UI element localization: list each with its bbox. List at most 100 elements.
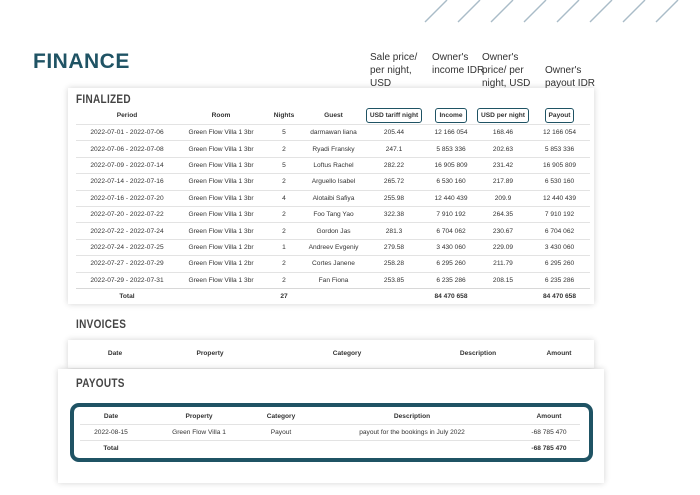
table-row: 2022-07-06 - 2022-07-08 Green Flow Villa … (76, 140, 590, 158)
cell-nights: 5 (264, 123, 304, 141)
cell-period: 2022-07-16 - 2022-07-20 (76, 189, 178, 207)
cell-income: 12 440 439 (425, 189, 477, 207)
cell-income: 7 910 192 (425, 205, 477, 223)
invoices-card: Date Property Category Description Amoun… (68, 340, 594, 368)
cell-usd-per-night: 168.46 (477, 123, 529, 141)
payouts-col-description: Description (393, 412, 431, 420)
payouts-col-amount: Amount (536, 412, 562, 420)
payouts-col-property: Property (185, 412, 213, 420)
invoices-col-property: Property (196, 350, 224, 357)
invoices-header-row: Date Property Category Description Amoun… (76, 345, 590, 362)
payouts-total-amount: -68 785 470 (518, 440, 580, 456)
cell-payout: 6 235 286 (529, 271, 590, 289)
cell-period: 2022-07-09 - 2022-07-14 (76, 156, 178, 174)
cell-usd-per-night: 211.79 (477, 255, 529, 273)
cell-usd-tariff: 205.44 (363, 123, 425, 141)
cell-usd-per-night: 231.42 (477, 156, 529, 174)
cell-period: 2022-07-29 - 2022-07-31 (76, 271, 178, 289)
cell-income: 16 905 809 (425, 156, 477, 174)
cell-income: 6 235 286 (425, 271, 477, 289)
page-title: FINANCE (33, 50, 130, 73)
col-header-guest: Guest (324, 112, 343, 119)
cell-usd-tariff: 247.1 (363, 140, 425, 158)
cell-guest: Arguello Isabel (304, 173, 363, 191)
col-header-usd-tariff-night: USD tariff night (365, 108, 423, 123)
payout-category: Payout (256, 424, 306, 441)
cell-income: 6 295 260 (425, 255, 477, 273)
cell-period: 2022-07-27 - 2022-07-29 (76, 255, 178, 273)
annotation-sale-price: Sale price/ per night, USD (370, 52, 418, 89)
annotation-owner-payout: Owner's payout IDR (545, 65, 596, 89)
col-header-income: Income (435, 108, 467, 123)
cell-period: 2022-07-24 - 2022-07-25 (76, 238, 178, 256)
finalized-title: FINALIZED (76, 94, 131, 107)
cell-room: Green Flow Villa 1 3br (178, 173, 264, 191)
cell-period: 2022-07-06 - 2022-07-08 (76, 140, 178, 158)
cell-income: 5 853 336 (425, 140, 477, 158)
cell-guest: Andreev Evgeniy (304, 238, 363, 256)
table-row: 2022-07-29 - 2022-07-31 Green Flow Villa … (76, 271, 590, 289)
payouts-table: Date Property Category Description Amoun… (80, 408, 580, 456)
cell-usd-per-night: 230.67 (477, 222, 529, 240)
col-header-room: Room (211, 112, 231, 119)
table-row: 2022-07-16 - 2022-07-20 Green Flow Villa … (76, 189, 590, 207)
cell-nights: 2 (264, 222, 304, 240)
payouts-col-date: Date (103, 412, 119, 420)
cell-usd-tariff: 255.98 (363, 189, 425, 207)
table-row: 2022-08-15 Green Flow Villa 1 Payout pay… (80, 424, 580, 441)
total-income: 84 470 658 (425, 287, 477, 304)
total-payout: 84 470 658 (529, 287, 590, 304)
invoices-col-category: Category (332, 350, 362, 357)
payouts-card: PAYOUTS Date Property Category Descripti… (58, 369, 604, 483)
table-row: 2022-07-27 - 2022-07-29 Green Flow Villa … (76, 255, 590, 273)
cell-guest: Loftus Rachel (304, 156, 363, 174)
cell-nights: 5 (264, 156, 304, 174)
cell-room: Green Flow Villa 1 3br (178, 205, 264, 223)
cell-period: 2022-07-14 - 2022-07-16 (76, 173, 178, 191)
cell-income: 3 430 060 (425, 238, 477, 256)
cell-payout: 6 530 160 (529, 173, 590, 191)
cell-usd-tariff: 282.22 (363, 156, 425, 174)
invoices-title: INVOICES (76, 319, 127, 332)
cell-period: 2022-07-22 - 2022-07-24 (76, 222, 178, 240)
table-row: 2022-07-24 - 2022-07-25 Green Flow Villa … (76, 238, 590, 256)
finalized-table: Period Room Nights Guest USD tariff nigh… (76, 107, 590, 304)
cell-payout: 6 704 062 (529, 222, 590, 240)
payouts-title: PAYOUTS (76, 378, 125, 391)
cell-usd-tariff: 279.58 (363, 238, 425, 256)
total-nights: 27 (264, 287, 304, 304)
invoices-table: Date Property Category Description Amoun… (76, 345, 590, 362)
cell-room: Green Flow Villa 1 3br (178, 140, 264, 158)
cell-usd-per-night: 229.09 (477, 238, 529, 256)
cell-usd-per-night: 209.9 (477, 189, 529, 207)
cell-room: Green Flow Villa 1 3br (178, 189, 264, 207)
cell-guest: Ryadi Fransky (304, 140, 363, 158)
cell-guest: darmawan liana (304, 123, 363, 141)
cell-usd-tariff: 281.3 (363, 222, 425, 240)
cell-room: Green Flow Villa 1 3br (178, 156, 264, 174)
cell-payout: 3 430 060 (529, 238, 590, 256)
cell-usd-tariff: 258.28 (363, 255, 425, 273)
payout-property: Green Flow Villa 1 (142, 424, 256, 441)
cell-guest: Alotaibi Safiya (304, 189, 363, 207)
cell-nights: 2 (264, 205, 304, 223)
cell-payout: 5 853 336 (529, 140, 590, 158)
total-label: Total (76, 287, 178, 304)
payouts-total-label: Total (80, 440, 142, 456)
cell-room: Green Flow Villa 1 2br (178, 238, 264, 256)
cell-payout: 16 905 809 (529, 156, 590, 174)
cell-guest: Foo Tang Yao (304, 205, 363, 223)
payouts-col-category: Category (266, 412, 296, 420)
cell-usd-tariff: 322.38 (363, 205, 425, 223)
cell-guest: Gordon Jas (304, 222, 363, 240)
payouts-header-row: Date Property Category Description Amoun… (80, 408, 580, 425)
cell-usd-tariff: 253.85 (363, 271, 425, 289)
table-row: 2022-07-09 - 2022-07-14 Green Flow Villa … (76, 156, 590, 174)
cell-period: 2022-07-01 - 2022-07-06 (76, 123, 178, 141)
payouts-highlight (70, 403, 593, 462)
invoices-col-date: Date (107, 350, 123, 357)
cell-usd-per-night: 264.35 (477, 205, 529, 223)
col-header-usd-per-night: USD per night (477, 108, 529, 123)
cell-nights: 4 (264, 189, 304, 207)
payout-date: 2022-08-15 (80, 424, 142, 441)
